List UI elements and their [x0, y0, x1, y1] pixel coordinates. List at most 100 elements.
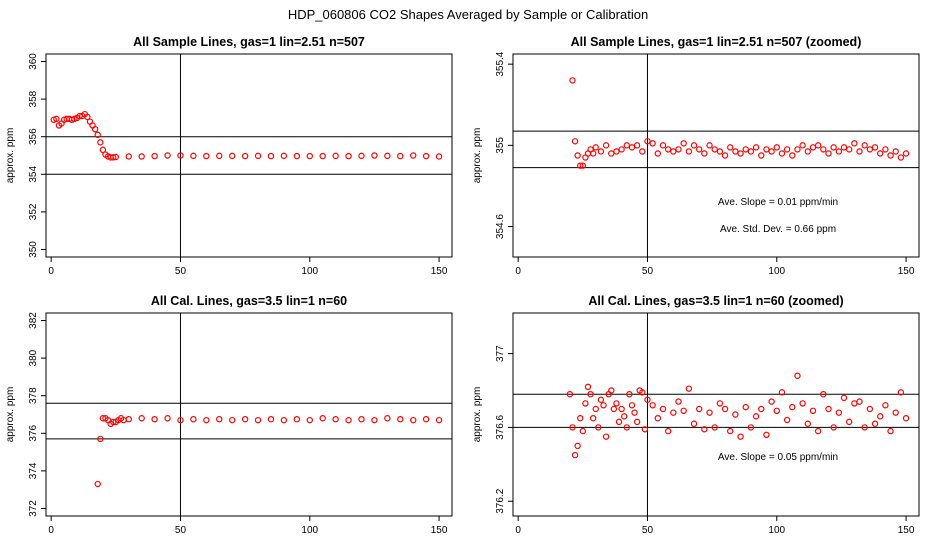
x-tick-label: 50 — [642, 525, 654, 536]
data-point — [582, 400, 589, 407]
data-point — [397, 415, 404, 423]
data-point — [410, 152, 417, 159]
chart-panel-p4: All Cal. Lines, gas=3.5 lin=1 n=60 (zoom… — [472, 294, 920, 536]
plot-frame — [512, 312, 920, 517]
data-point — [789, 403, 796, 411]
data-point — [592, 144, 599, 151]
panel-title: All Cal. Lines, gas=3.5 lin=1 n=60 — [151, 294, 347, 308]
x-tick-label: 0 — [48, 525, 54, 536]
data-point — [871, 420, 879, 427]
data-point — [267, 152, 275, 160]
data-point — [112, 153, 120, 161]
data-point — [571, 138, 579, 145]
data-point — [695, 405, 703, 413]
data-point — [814, 142, 822, 149]
y-tick-label: 376.2 — [495, 488, 506, 513]
data-point — [384, 152, 391, 160]
data-point — [371, 416, 378, 424]
annotation: Ave. Slope = 0.05 ppm/min — [718, 452, 838, 463]
data-point — [177, 152, 184, 159]
data-point — [306, 152, 313, 160]
data-point — [410, 416, 417, 424]
y-tick-label: 372 — [28, 500, 39, 517]
data-point — [190, 152, 197, 160]
data-point — [861, 142, 868, 149]
data-point — [737, 433, 744, 440]
data-point — [809, 144, 817, 151]
data-point — [794, 146, 801, 153]
data-point — [97, 139, 104, 146]
x-tick-label: 0 — [48, 266, 54, 277]
chart-panel-p2: All Sample Lines, gas=1 lin=2.51 n=507 (… — [472, 35, 920, 277]
data-point — [902, 150, 910, 157]
data-point — [589, 150, 597, 157]
data-point — [773, 144, 780, 151]
data-point — [577, 162, 584, 169]
data-points — [94, 415, 443, 488]
panel-title: All Sample Lines, gas=1 lin=2.51 n=507 (… — [571, 35, 862, 49]
data-point — [835, 148, 843, 155]
data-point — [664, 146, 672, 153]
data-point — [164, 415, 171, 422]
data-point — [825, 405, 832, 413]
data-point — [778, 389, 786, 396]
data-point — [763, 146, 770, 153]
data-point — [613, 400, 620, 407]
data-point — [830, 144, 837, 151]
data-point — [293, 415, 301, 423]
data-point — [897, 389, 905, 396]
data-point — [345, 416, 352, 424]
data-point — [595, 424, 602, 431]
data-point — [633, 418, 641, 426]
x-tick-label: 150 — [431, 525, 448, 536]
data-point — [845, 146, 853, 153]
chart-panel-p1: All Sample Lines, gas=1 lin=2.51 n=507 0 5… — [5, 35, 453, 277]
y-tick-label: 358 — [28, 90, 39, 107]
data-point — [577, 414, 584, 422]
data-point — [654, 414, 662, 422]
data-point — [633, 142, 641, 149]
data-point — [602, 433, 610, 440]
data-point — [110, 154, 117, 161]
y-tick-label: 350 — [28, 241, 39, 258]
data-point — [877, 413, 884, 420]
data-point — [644, 396, 651, 403]
data-point — [97, 435, 104, 443]
data-point — [574, 442, 581, 450]
y-tick-label: 360 — [28, 53, 39, 70]
data-point — [830, 424, 837, 431]
data-point — [422, 152, 430, 160]
data-point — [861, 424, 868, 431]
data-point — [358, 415, 365, 423]
data-point — [435, 153, 443, 160]
data-point — [435, 416, 443, 424]
data-point — [569, 77, 576, 84]
data-point — [856, 148, 863, 155]
data-point — [721, 405, 729, 413]
data-point — [732, 411, 739, 418]
data-point — [820, 146, 827, 153]
data-point — [758, 405, 765, 413]
data-point — [631, 409, 638, 416]
data-point — [752, 144, 760, 151]
data-point — [706, 409, 713, 416]
data-point — [319, 415, 326, 422]
data-point — [804, 420, 812, 427]
data-point — [690, 142, 698, 149]
data-point — [608, 150, 615, 157]
data-point — [597, 396, 605, 403]
data-point — [695, 146, 703, 153]
data-point — [701, 150, 708, 157]
data-point — [758, 152, 765, 159]
x-tick-label: 50 — [642, 266, 654, 277]
data-point — [664, 427, 672, 435]
data-point — [799, 142, 806, 149]
data-point — [164, 152, 171, 159]
data-point — [737, 150, 744, 157]
data-point — [216, 152, 223, 160]
data-point — [840, 394, 848, 402]
data-point — [571, 451, 579, 459]
annotation: Ave. Std. Dev. = 0.66 ppm — [720, 224, 836, 235]
data-point — [589, 414, 597, 422]
x-tick-label: 100 — [768, 525, 785, 536]
